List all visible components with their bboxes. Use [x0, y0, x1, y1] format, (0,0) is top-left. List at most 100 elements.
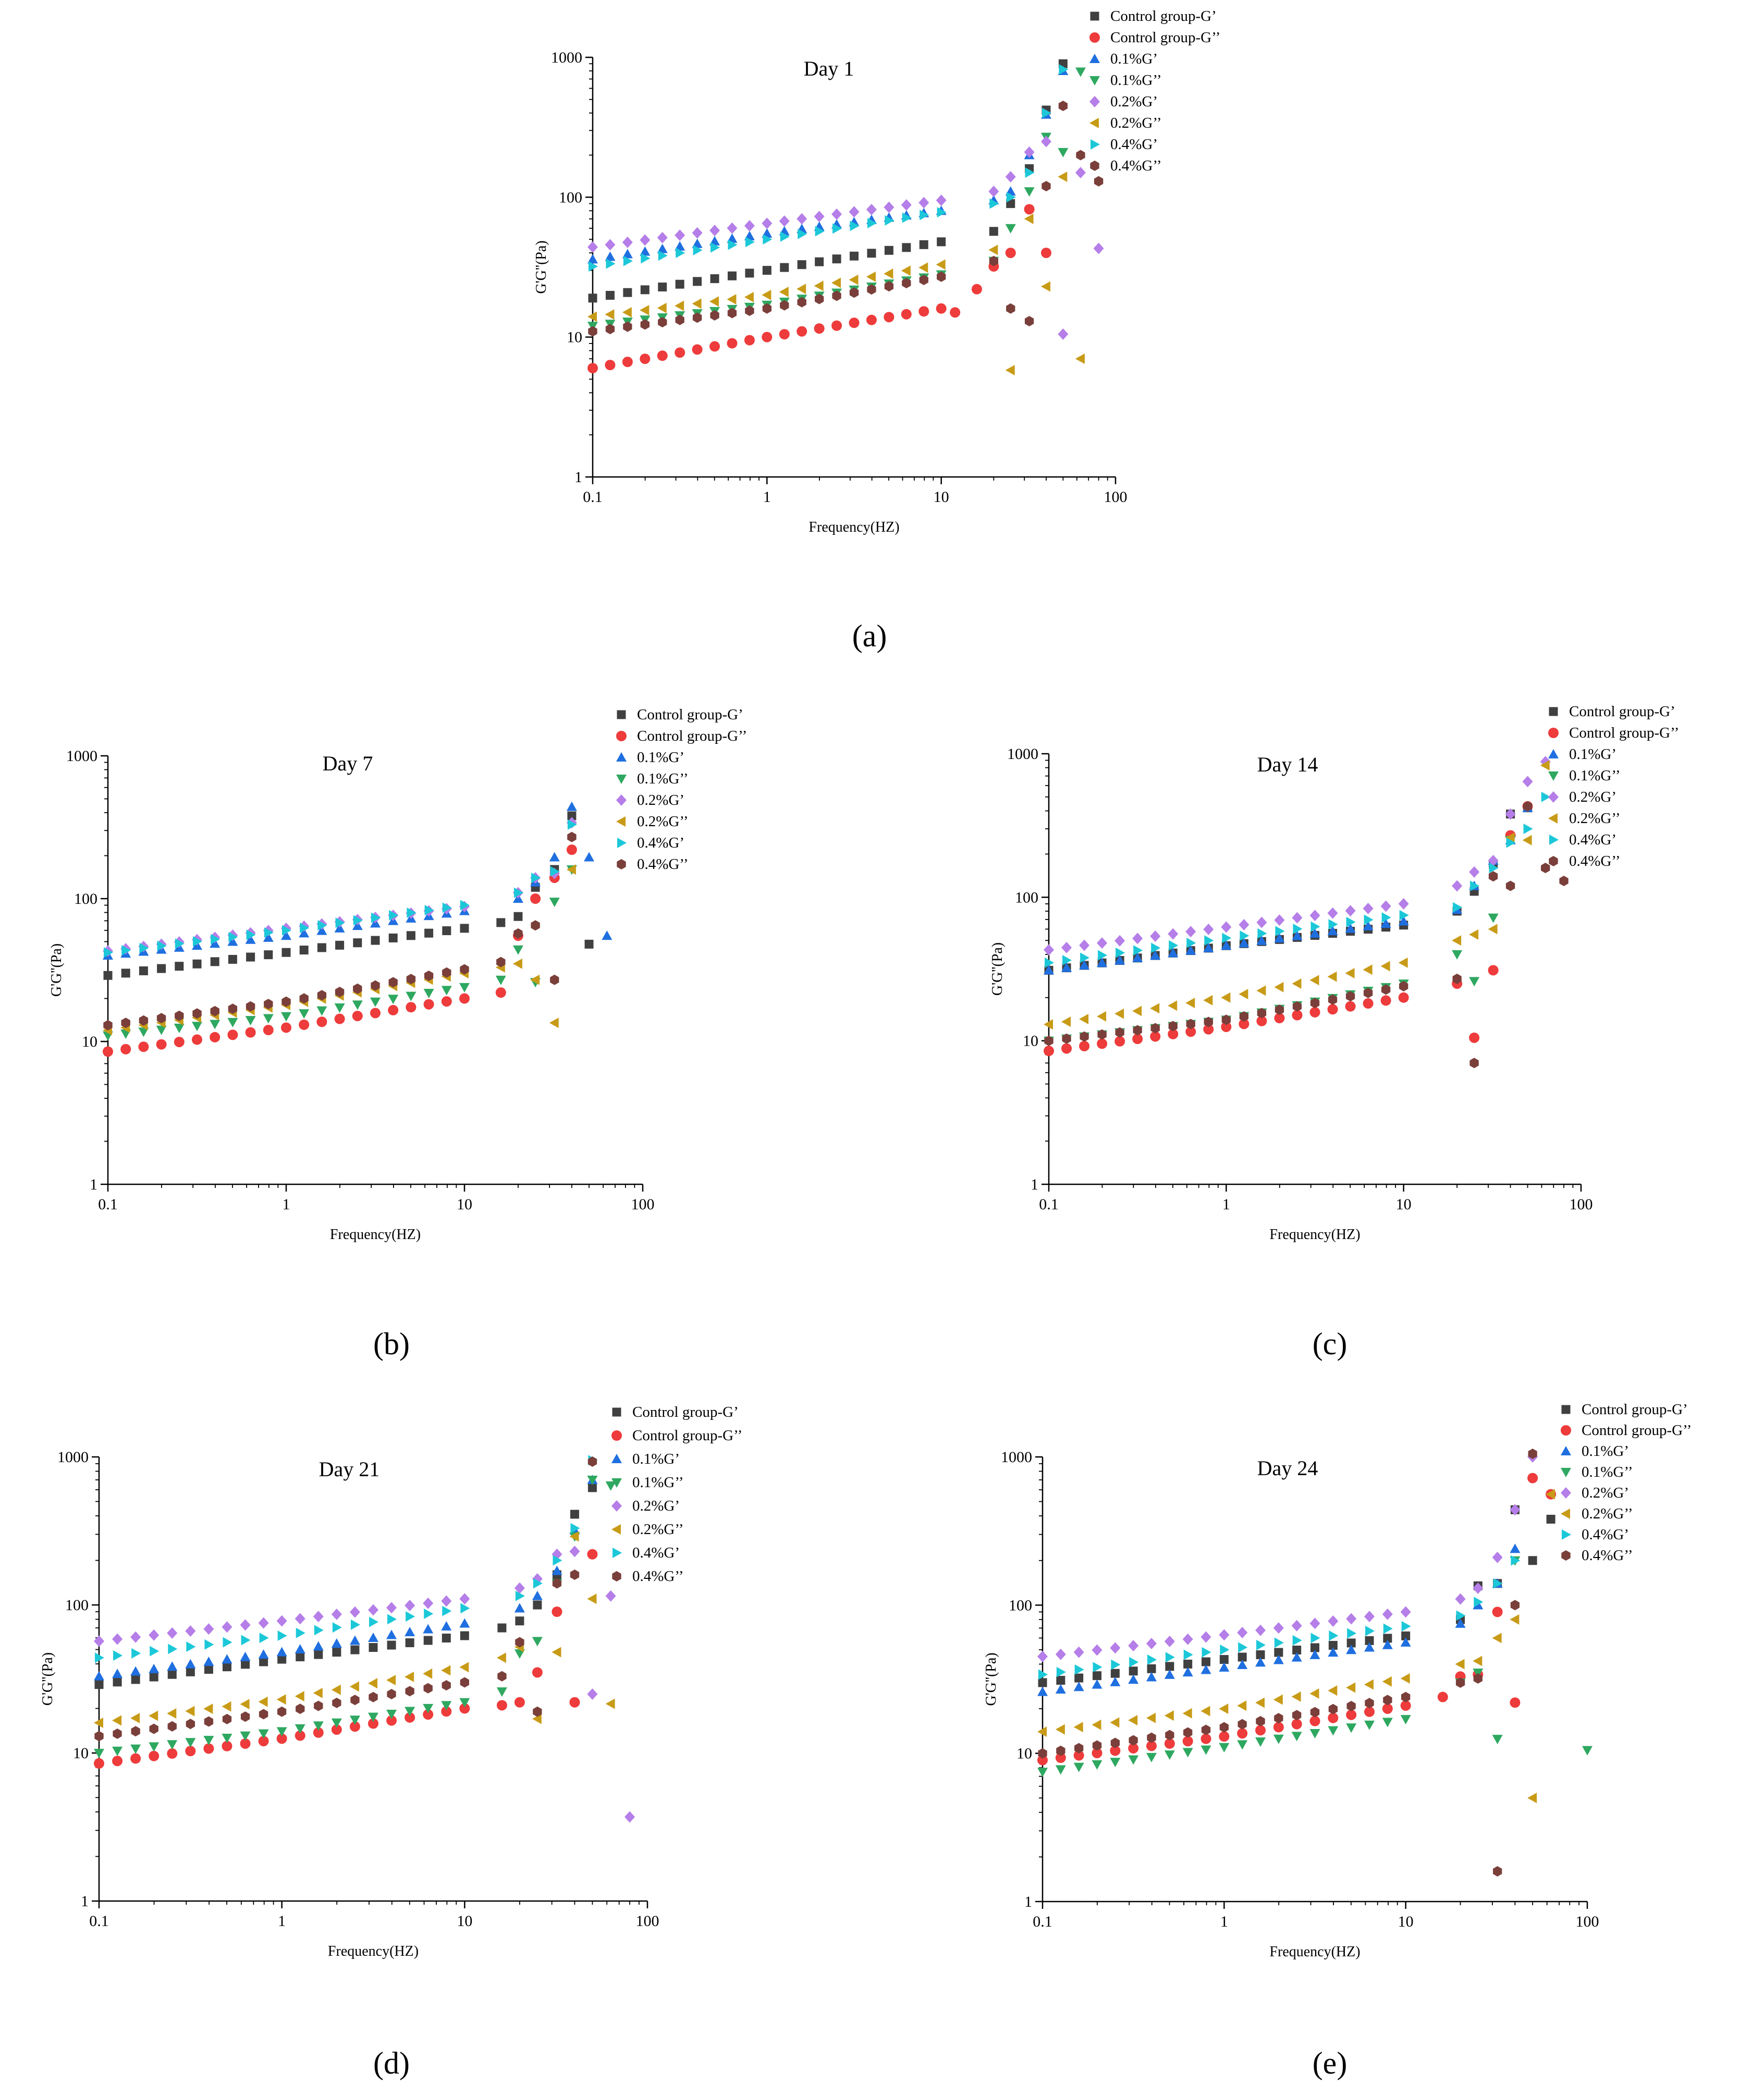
data-point	[552, 1578, 562, 1589]
x-axis-label: Frequency(HZ)	[1269, 1944, 1360, 1960]
data-point	[1256, 1716, 1265, 1726]
data-point	[675, 241, 685, 251]
data-point	[1345, 923, 1356, 933]
data-point	[1182, 1708, 1192, 1719]
data-point	[103, 1046, 113, 1057]
data-point	[332, 1697, 341, 1708]
data-point	[228, 954, 237, 964]
data-point	[349, 1681, 359, 1692]
data-point	[1183, 1649, 1193, 1660]
data-point	[1309, 1688, 1319, 1699]
data-point	[386, 1710, 397, 1720]
data-point	[988, 244, 998, 255]
data-point	[1024, 213, 1034, 224]
data-point	[530, 974, 540, 985]
data-point	[313, 1727, 324, 1738]
data-point	[1110, 1737, 1120, 1748]
data-point	[204, 1665, 213, 1674]
data-point	[1061, 1043, 1072, 1054]
data-point	[349, 1606, 360, 1618]
data-point	[692, 227, 703, 239]
data-point	[1310, 921, 1320, 932]
data-point	[567, 811, 577, 820]
data-point	[130, 1744, 141, 1754]
series-7	[94, 1456, 597, 1742]
data-point	[1073, 1750, 1084, 1761]
data-point	[241, 1660, 250, 1669]
data-point	[1221, 940, 1232, 950]
data-point	[989, 255, 998, 266]
data-point	[317, 920, 327, 931]
data-point	[1380, 900, 1391, 912]
data-point	[497, 1623, 507, 1633]
data-point	[1040, 248, 1051, 259]
data-point	[1058, 148, 1069, 157]
data-point	[1546, 1489, 1555, 1500]
legend-marker	[611, 1500, 622, 1512]
data-point	[744, 292, 754, 303]
data-point	[1219, 1722, 1229, 1733]
data-point	[442, 902, 452, 913]
legend-label: 0.4%G’	[1569, 831, 1616, 848]
data-point	[1219, 1629, 1230, 1641]
data-point	[1110, 1745, 1121, 1756]
data-point	[552, 1606, 562, 1617]
legend-marker	[1548, 813, 1558, 824]
data-point	[1185, 926, 1196, 938]
data-point	[1345, 967, 1355, 978]
data-point	[587, 1593, 597, 1604]
data-point	[745, 237, 755, 248]
data-point	[185, 1706, 195, 1717]
data-point	[515, 1590, 525, 1601]
legend-label: 0.2%G’	[1110, 93, 1158, 110]
legend-marker	[616, 775, 627, 784]
data-point	[258, 1729, 269, 1739]
data-point	[1075, 353, 1085, 364]
data-point	[246, 952, 255, 962]
data-point	[1400, 1715, 1411, 1725]
data-point	[1168, 928, 1179, 940]
data-point	[1237, 1660, 1248, 1670]
data-point	[156, 1013, 166, 1024]
data-point	[1201, 1724, 1211, 1735]
data-point	[441, 986, 452, 996]
data-point	[264, 927, 274, 938]
data-point	[186, 1719, 195, 1730]
y-tick-label: 1	[90, 1176, 97, 1193]
data-point	[406, 974, 416, 985]
data-point	[276, 1727, 287, 1737]
data-point	[1493, 1578, 1503, 1589]
data-point	[1292, 930, 1303, 940]
data-point	[263, 932, 274, 942]
data-point	[605, 1481, 616, 1491]
data-point	[1038, 1669, 1048, 1680]
data-point	[1186, 937, 1196, 948]
data-point	[264, 950, 273, 960]
data-point	[531, 872, 541, 883]
data-point	[121, 945, 131, 955]
data-point	[1146, 1712, 1156, 1723]
data-point	[1133, 945, 1143, 956]
data-point	[496, 1700, 507, 1711]
data-point	[167, 1748, 178, 1759]
data-point	[1147, 1732, 1156, 1743]
data-point	[313, 1721, 324, 1731]
legend-label: 0.2%G’’	[632, 1521, 684, 1538]
data-point	[1042, 181, 1051, 192]
data-point	[1257, 1008, 1267, 1019]
x-tick-label: 1	[283, 1196, 290, 1213]
data-point	[299, 1009, 310, 1019]
data-point	[423, 1636, 433, 1645]
chart-title: Day 24	[1257, 1456, 1318, 1480]
data-point	[1079, 939, 1090, 951]
data-point	[203, 1657, 214, 1666]
data-point	[1452, 950, 1463, 960]
data-point	[121, 969, 130, 978]
data-point	[1383, 1623, 1393, 1634]
legend-label: 0.1%G’’	[1582, 1464, 1633, 1480]
data-point	[406, 991, 416, 1001]
data-point	[1528, 1556, 1537, 1565]
x-axis-label: Frequency(HZ)	[1269, 1227, 1360, 1243]
data-point	[1523, 801, 1533, 812]
data-point	[936, 259, 946, 270]
